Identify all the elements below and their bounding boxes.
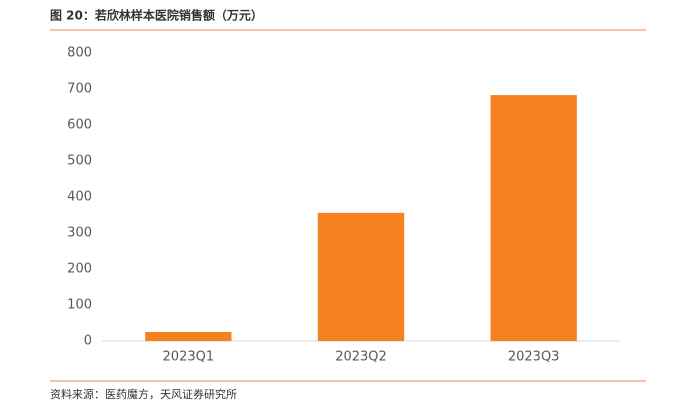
chart-title: 图 20：若欣林样本医院销售额（万元） [50, 8, 263, 23]
bar [490, 95, 577, 342]
y-tick-label: 400 [67, 190, 92, 205]
x-tick-label: 2023Q3 [508, 350, 560, 365]
bar [145, 332, 232, 341]
y-tick-label: 600 [67, 118, 92, 133]
x-tick-label: 2023Q2 [335, 350, 387, 365]
y-tick-label: 0 [84, 334, 92, 349]
y-tick-label: 100 [67, 298, 92, 313]
y-tick-label: 700 [67, 82, 92, 97]
y-tick-label: 500 [67, 154, 92, 169]
y-tick-label: 300 [67, 226, 92, 241]
source-note: 资料来源：医药魔方，天风证券研究所 [50, 387, 237, 401]
y-tick-label: 200 [67, 262, 92, 277]
y-tick-label: 800 [67, 46, 92, 61]
x-tick-label: 2023Q1 [163, 350, 215, 365]
bar [317, 212, 405, 341]
